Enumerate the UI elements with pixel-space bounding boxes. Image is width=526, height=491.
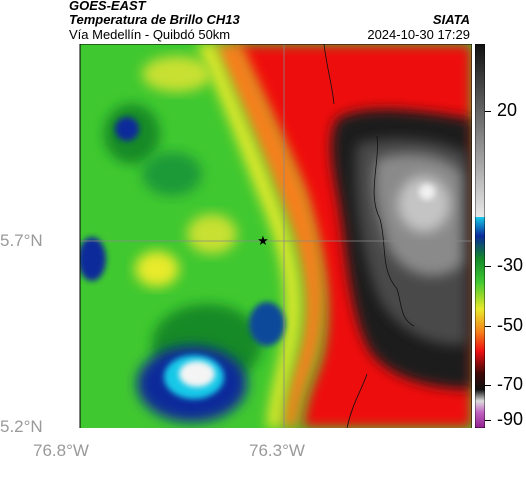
cbar-tick [485,326,491,327]
agency-label: SIATA [432,12,470,27]
map-border [79,44,472,428]
cbar-label-m50: -50 [497,315,524,335]
cbar-label-20: 20 [497,100,518,120]
datetime-label: 2024-10-30 17:29 [367,27,470,42]
cbar-tick [485,420,491,421]
cbar-tick [485,266,491,267]
lat-label-1: 5.7°N [0,231,43,250]
lat-label-2: 5.2°N [0,417,43,436]
star-marker: ★ [257,233,269,248]
product-title: Temperatura de Brillo CH13 [69,12,240,27]
location-subtitle: Vía Medellín - Quibdó 50km [69,27,231,42]
cbar-tick [485,111,491,112]
satellite-title: GOES-EAST [69,0,146,13]
colorbar [475,44,485,428]
boundary-lines [323,44,415,428]
cbar-tick [485,385,491,386]
lon-label-2: 76.3°W [249,441,305,460]
brightness-temperature-map: ★ [62,44,472,428]
cbar-label-m30: -30 [497,255,524,275]
cbar-label-m90: -90 [497,409,524,429]
lon-label-1: 76.8°W [33,441,89,460]
cbar-label-m70: -70 [497,374,524,394]
temperature-field [80,44,472,428]
